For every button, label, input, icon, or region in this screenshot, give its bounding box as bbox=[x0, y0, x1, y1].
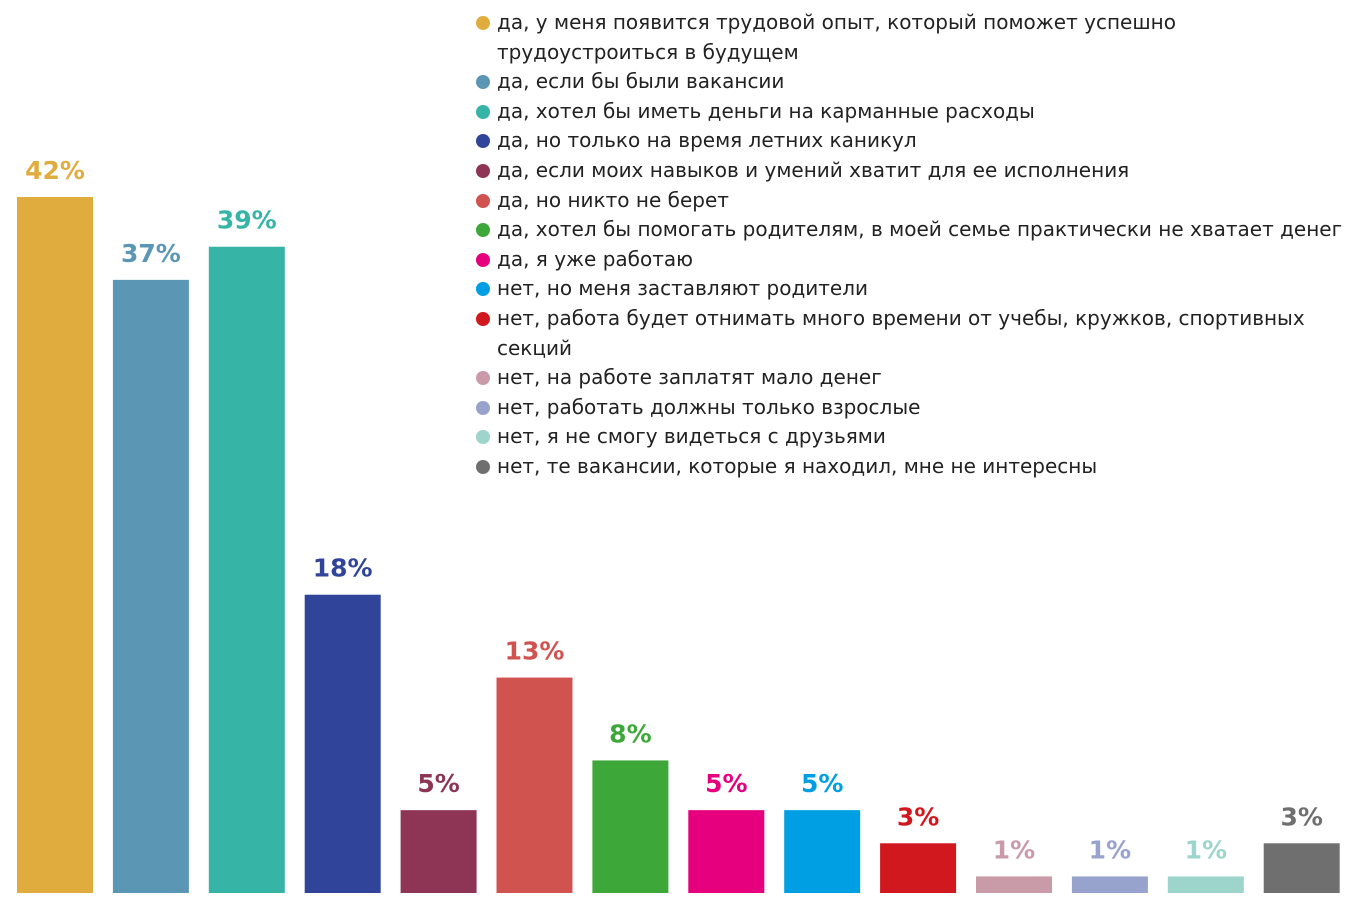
legend-swatch bbox=[476, 311, 490, 326]
legend-item: нет, работа будет отнимать много времени… bbox=[476, 304, 1348, 363]
legend-swatch bbox=[476, 430, 490, 445]
legend-swatch bbox=[476, 193, 490, 208]
legend-item: да, если моих навыков и умений хватит дл… bbox=[476, 156, 1348, 186]
legend-item: да, хотел бы помогать родителям, в моей … bbox=[476, 215, 1348, 245]
legend-label: да, если моих навыков и умений хватит дл… bbox=[497, 157, 1130, 182]
legend-item: нет, но меня заставляют родители bbox=[476, 274, 1348, 304]
bar bbox=[400, 810, 477, 893]
legend-item: да, но никто не берет bbox=[476, 186, 1348, 216]
bar bbox=[496, 677, 573, 893]
legend-label: нет, но меня заставляют родители bbox=[497, 276, 869, 301]
legend-swatch bbox=[476, 400, 490, 415]
value-label: 1% bbox=[993, 835, 1035, 864]
legend-label: нет, на работе заплатят мало денег bbox=[497, 365, 882, 390]
legend-label: нет, те вакансии, которые я находил, мне… bbox=[497, 453, 1098, 478]
legend-item: да, если бы были вакансии bbox=[476, 67, 1348, 97]
legend-label: нет, работа будет отнимать много времени… bbox=[497, 305, 1305, 360]
legend-swatch bbox=[476, 163, 490, 178]
legend: да, у меня появится трудовой опыт, котор… bbox=[476, 8, 1348, 482]
bar bbox=[304, 594, 381, 893]
legend-item: нет, те вакансии, которые я находил, мне… bbox=[476, 452, 1348, 482]
value-label: 5% bbox=[801, 769, 843, 798]
legend-label: да, но только на время летних каникул bbox=[497, 128, 917, 153]
legend-swatch bbox=[476, 16, 490, 30]
legend-swatch bbox=[476, 223, 490, 238]
value-label: 5% bbox=[417, 769, 459, 798]
legend-swatch bbox=[476, 75, 490, 90]
bar bbox=[1263, 843, 1340, 893]
legend-swatch bbox=[476, 252, 490, 267]
legend-item: нет, я не смогу видеться с друзьями bbox=[476, 422, 1348, 452]
bar bbox=[784, 810, 861, 893]
bar bbox=[688, 810, 765, 893]
bar bbox=[1071, 876, 1148, 893]
value-label: 3% bbox=[1280, 802, 1322, 831]
value-label: 18% bbox=[313, 554, 373, 583]
legend-item: да, я уже работаю bbox=[476, 245, 1348, 275]
value-label: 37% bbox=[121, 239, 181, 268]
legend-item: да, но только на время летних каникул bbox=[476, 126, 1348, 156]
value-label: 42% bbox=[25, 156, 85, 185]
legend-swatch bbox=[476, 282, 490, 297]
bar bbox=[17, 197, 93, 893]
legend-swatch bbox=[476, 134, 490, 149]
bar bbox=[208, 246, 285, 893]
bar bbox=[880, 843, 957, 893]
legend-label: да, я уже работаю bbox=[497, 246, 693, 271]
legend-label: да, если бы были вакансии bbox=[497, 69, 785, 94]
legend-item: нет, на работе заплатят мало денег bbox=[476, 363, 1348, 393]
legend-label: да, но никто не берет bbox=[497, 187, 729, 212]
legend-label: да, у меня появится трудовой опыт, котор… bbox=[497, 10, 1176, 64]
legend-swatch bbox=[476, 459, 490, 474]
legend-swatch bbox=[476, 104, 490, 119]
bar bbox=[976, 876, 1052, 893]
legend-label: нет, я не смогу видеться с друзьями bbox=[497, 424, 886, 449]
value-label: 39% bbox=[217, 206, 277, 235]
value-label: 3% bbox=[897, 802, 939, 831]
value-label: 1% bbox=[1185, 835, 1227, 864]
bar bbox=[592, 760, 669, 893]
legend-label: да, хотел бы иметь деньги на карманные р… bbox=[497, 98, 1035, 123]
legend-swatch bbox=[476, 371, 490, 386]
value-label: 8% bbox=[609, 719, 651, 748]
legend-label: нет, работать должны только взрослые bbox=[497, 394, 921, 419]
legend-item: да, хотел бы иметь деньги на карманные р… bbox=[476, 97, 1348, 127]
legend-item: нет, работать должны только взрослые bbox=[476, 393, 1348, 423]
bar bbox=[112, 279, 189, 893]
value-label: 5% bbox=[705, 769, 747, 798]
value-label: 13% bbox=[505, 637, 565, 666]
bar bbox=[1167, 876, 1244, 893]
legend-item: да, у меня появится трудовой опыт, котор… bbox=[476, 8, 1348, 67]
legend-label: да, хотел бы помогать родителям, в моей … bbox=[497, 217, 1343, 242]
value-label: 1% bbox=[1089, 835, 1131, 864]
